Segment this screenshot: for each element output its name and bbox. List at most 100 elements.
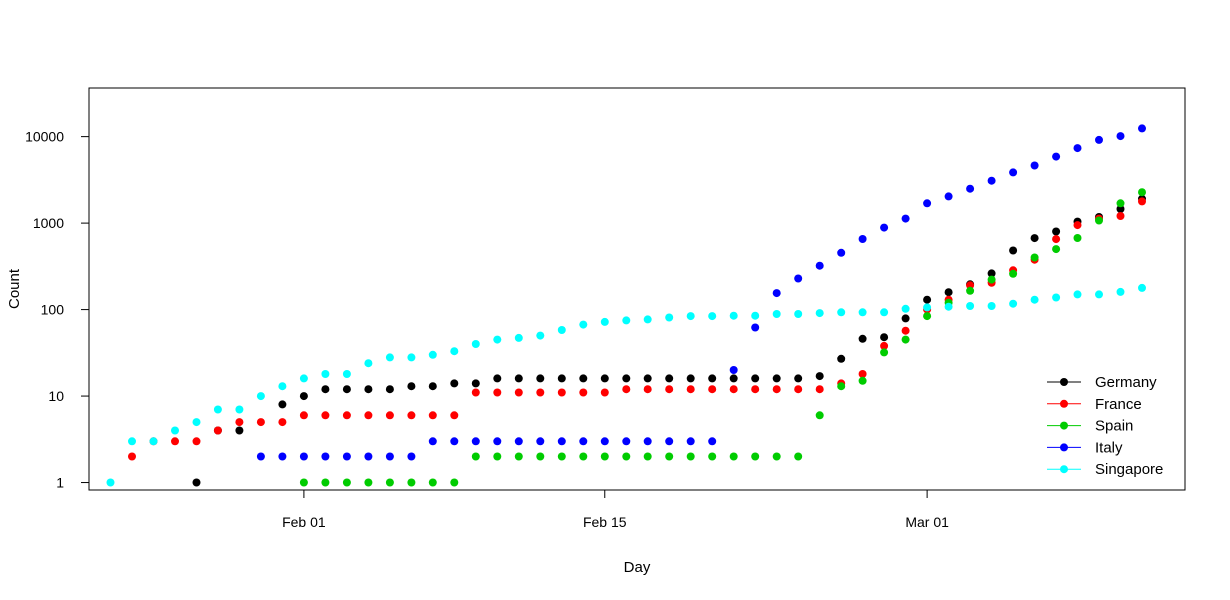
point-italy-29 [880, 223, 889, 232]
point-france-28 [729, 385, 738, 394]
point-spain-20 [729, 452, 738, 461]
point-france-19 [536, 388, 545, 397]
point-france-7 [278, 418, 287, 427]
point-france-18 [514, 388, 523, 397]
point-spain-8 [471, 452, 480, 461]
data-points [106, 124, 1146, 487]
point-singapore-6 [235, 405, 244, 414]
point-france-16 [471, 388, 480, 397]
point-italy-12 [514, 437, 523, 446]
point-italy-28 [858, 235, 867, 243]
point-spain-38 [1116, 199, 1125, 208]
x-axis-title: Day [624, 559, 651, 576]
point-spain-16 [643, 452, 652, 461]
legend-label: Germany [1095, 374, 1157, 391]
point-spain-17 [665, 452, 674, 461]
point-france-13 [407, 411, 416, 420]
point-france-31 [794, 385, 803, 394]
point-spain-27 [880, 348, 889, 357]
point-spain-6 [428, 478, 437, 487]
point-italy-14 [557, 437, 566, 446]
point-france-3 [192, 437, 201, 446]
point-singapore-18 [493, 335, 502, 344]
point-france-39 [966, 281, 975, 290]
point-spain-21 [751, 452, 760, 461]
point-singapore-44 [1052, 293, 1061, 302]
point-singapore-33 [815, 309, 824, 318]
point-spain-11 [536, 452, 545, 461]
point-singapore-45 [1073, 290, 1082, 299]
point-germany-11 [450, 379, 459, 388]
point-germany-39 [1052, 227, 1061, 236]
point-germany-27 [794, 374, 803, 383]
point-italy-18 [643, 437, 652, 446]
point-germany-12 [471, 379, 480, 388]
point-germany-6 [342, 385, 351, 394]
y-tick-label-3: 1000 [33, 215, 64, 231]
point-italy-20 [686, 437, 695, 446]
point-spain-2 [342, 478, 351, 487]
y-tick-label-2: 100 [41, 302, 65, 318]
point-spain-0 [299, 478, 308, 487]
point-germany-42 [1116, 205, 1125, 213]
point-singapore-30 [751, 311, 760, 320]
point-france-8 [299, 411, 308, 420]
legend-label: Italy [1095, 439, 1123, 456]
point-france-0 [128, 452, 136, 461]
point-germany-37 [1009, 246, 1018, 255]
point-singapore-10 [321, 370, 330, 378]
legend-label: Singapore [1095, 461, 1163, 478]
x-tick-label-1: Feb 15 [583, 514, 627, 530]
point-singapore-25 [643, 315, 652, 324]
point-spain-22 [772, 452, 781, 461]
legend-label: France [1095, 396, 1142, 413]
point-france-5 [235, 418, 244, 427]
point-spain-37 [1095, 216, 1103, 225]
series-france [128, 197, 1146, 461]
point-france-46 [1116, 212, 1125, 220]
legend-item-france: France [1047, 396, 1142, 413]
point-france-32 [815, 385, 824, 394]
point-france-9 [321, 411, 330, 420]
point-italy-37 [1052, 152, 1061, 161]
point-singapore-48 [1138, 283, 1146, 292]
point-germany-13 [493, 374, 502, 383]
point-germany-22 [686, 374, 695, 383]
point-spain-10 [514, 452, 523, 461]
point-italy-19 [665, 437, 674, 446]
point-germany-15 [536, 374, 545, 383]
point-germany-29 [837, 354, 846, 363]
point-singapore-37 [901, 304, 910, 313]
point-france-43 [1052, 235, 1061, 244]
point-italy-26 [815, 261, 824, 270]
legend-item-germany: Germany [1047, 374, 1157, 391]
point-france-35 [880, 341, 889, 350]
point-italy-0 [256, 452, 265, 461]
point-italy-13 [536, 437, 545, 446]
point-italy-2 [299, 452, 308, 461]
series-singapore [106, 283, 1146, 487]
point-germany-10 [428, 382, 437, 391]
point-germany-5 [321, 385, 330, 394]
point-singapore-35 [858, 308, 867, 317]
point-italy-24 [772, 289, 781, 298]
point-italy-34 [987, 176, 996, 185]
point-italy-3 [321, 452, 330, 461]
point-france-27 [708, 385, 717, 394]
point-italy-8 [428, 437, 437, 446]
point-france-34 [858, 370, 867, 378]
point-germany-3 [278, 400, 287, 409]
point-spain-28 [901, 335, 910, 344]
point-italy-35 [1009, 168, 1018, 177]
point-singapore-20 [536, 331, 545, 340]
point-spain-3 [364, 478, 373, 487]
point-germany-31 [880, 333, 889, 342]
point-france-44 [1073, 221, 1082, 230]
legend-marker [1060, 378, 1068, 386]
point-france-10 [342, 411, 351, 420]
point-singapore-8 [278, 382, 287, 391]
point-germany-24 [729, 374, 738, 383]
point-spain-13 [579, 452, 588, 461]
point-germany-0 [192, 478, 201, 487]
